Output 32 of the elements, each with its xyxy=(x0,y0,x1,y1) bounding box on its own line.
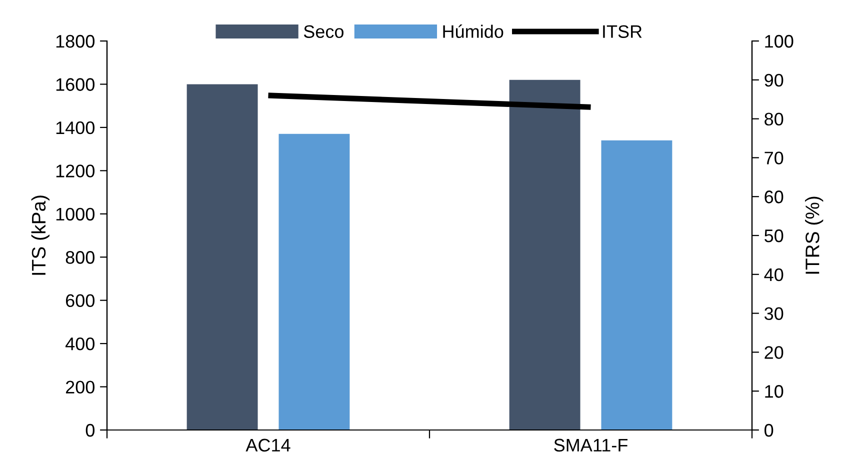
y2-tick-label: 60 xyxy=(764,190,784,204)
y-tick-label: 600 xyxy=(66,294,94,308)
y-tick-label: 1600 xyxy=(56,78,94,91)
x-tick-label: AC14 xyxy=(246,438,290,452)
x-tick-label: SMA11-F xyxy=(554,438,628,452)
y2-tick-label: 90 xyxy=(764,74,784,87)
y2-axis-title: ITRS (%) xyxy=(805,196,824,274)
y-tick-label: 400 xyxy=(65,337,94,350)
legend-label: Seco xyxy=(304,25,344,38)
y2-tick-label: 100 xyxy=(765,34,794,48)
y2-tick-label: 20 xyxy=(764,346,784,359)
y2-tick-label: 80 xyxy=(764,112,784,126)
y-tick-label: 200 xyxy=(66,380,94,394)
y2-tick-label: 70 xyxy=(764,152,784,164)
y-axis-title: ITS (kPa) xyxy=(31,196,50,275)
bar xyxy=(186,84,258,430)
legend-label: Húmido xyxy=(443,24,504,38)
bar xyxy=(278,134,350,430)
y2-tick-label: 40 xyxy=(764,268,784,282)
bar xyxy=(509,80,580,430)
y-tick-label: 1200 xyxy=(56,164,94,178)
y-tick-label: 1000 xyxy=(56,208,94,221)
y2-tick-label: 10 xyxy=(765,385,784,398)
y2-tick-label: 30 xyxy=(764,307,784,320)
legend-label: ITSR xyxy=(603,25,642,38)
y2-tick-label: 50 xyxy=(764,229,784,242)
y2-tick-label: 0 xyxy=(764,424,774,437)
y-tick-label: 800 xyxy=(66,251,94,264)
y-tick-label: 1800 xyxy=(56,34,94,48)
bar xyxy=(601,140,672,430)
y-tick-label: 0 xyxy=(86,424,94,437)
y-tick-label: 1400 xyxy=(56,121,94,134)
